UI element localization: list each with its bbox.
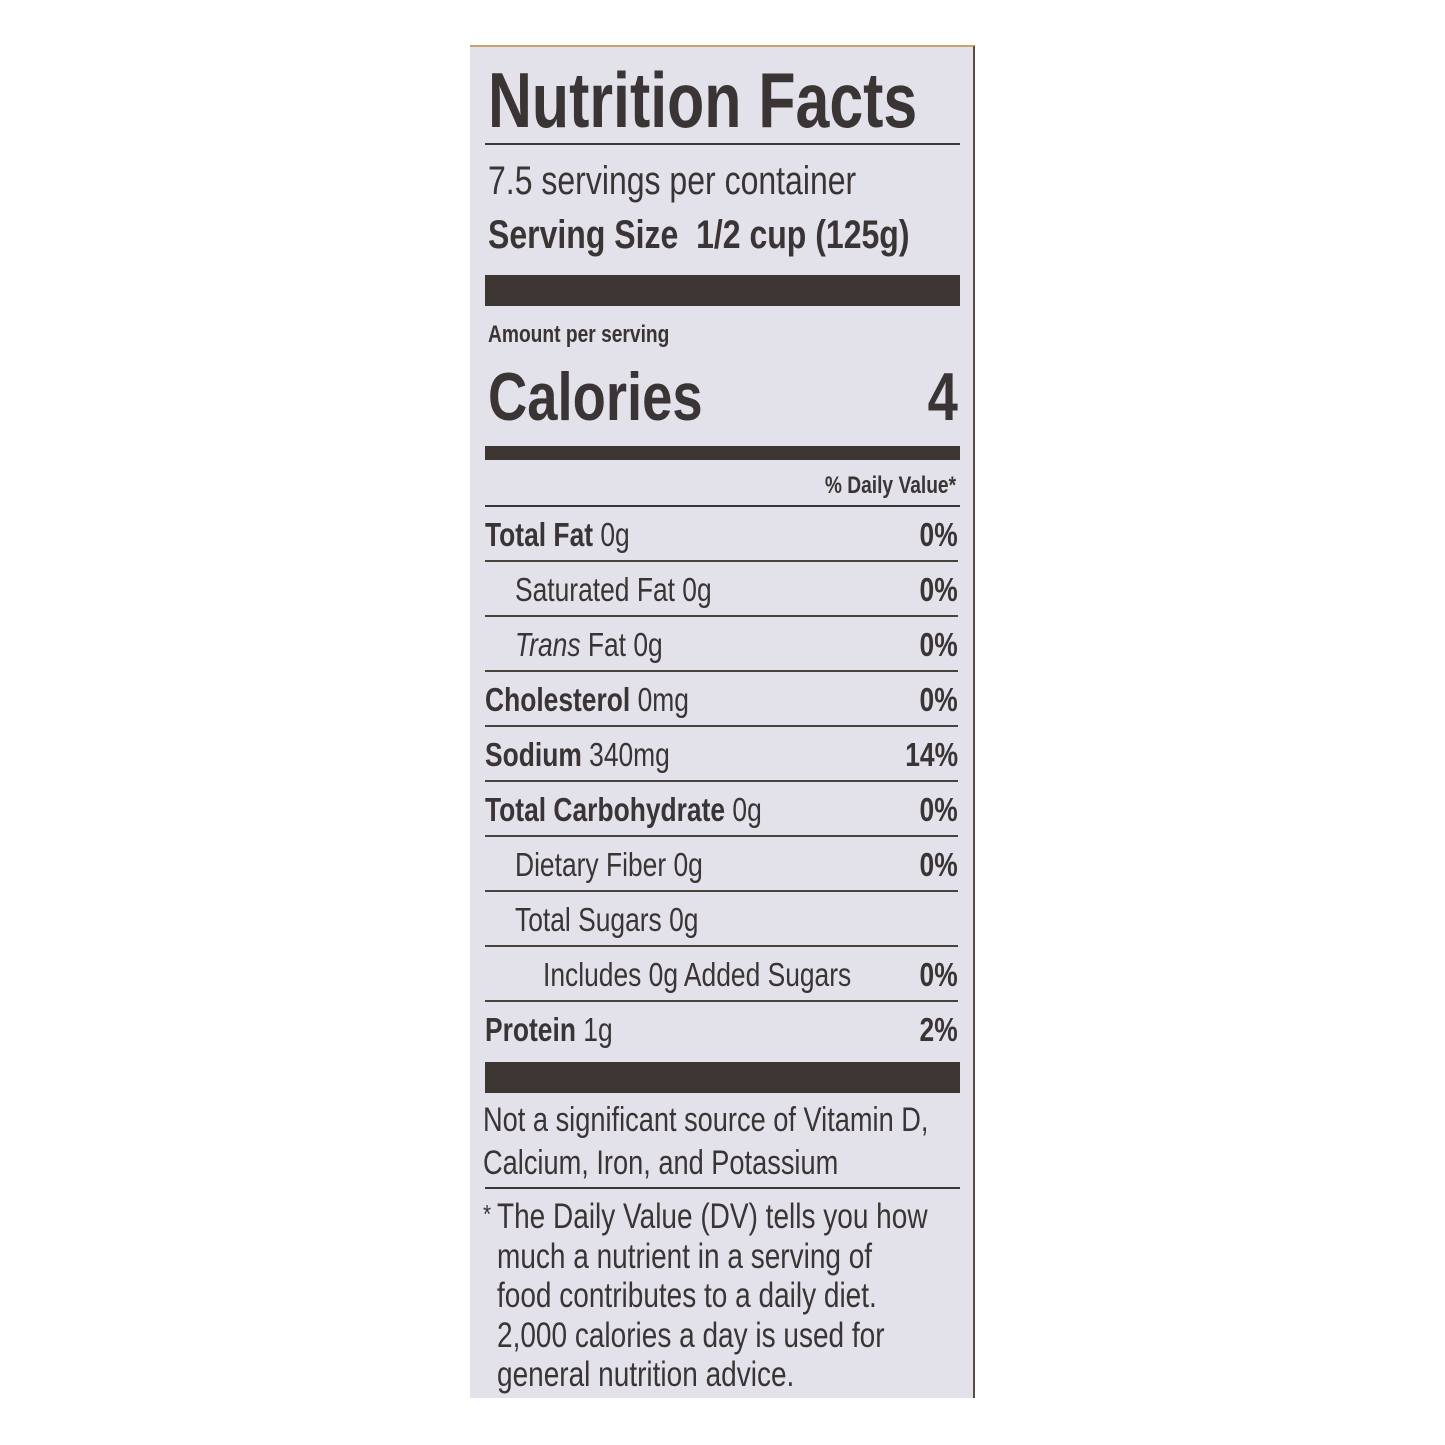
row-divider bbox=[485, 780, 958, 782]
footnote-asterisk: * bbox=[483, 1199, 492, 1229]
nutrient-daily-value: 0% bbox=[919, 790, 958, 828]
nutrient-name: Sodium 340mg bbox=[485, 735, 670, 773]
nutrient-amount: 0g bbox=[732, 790, 762, 828]
nutrient-row: Includes 0g Added Sugars 0% bbox=[485, 947, 958, 1002]
nutrient-amount: 1g bbox=[583, 1010, 613, 1048]
row-divider bbox=[485, 560, 958, 562]
calories-value: 4 bbox=[927, 359, 958, 435]
nutrient-amount: 0g bbox=[600, 515, 630, 553]
nutrient-label: Includes 0g Added Sugars bbox=[543, 955, 852, 993]
row-divider bbox=[485, 890, 958, 892]
nutrient-row: Sodium 340mg 14% bbox=[485, 727, 958, 782]
nutrient-name: Cholesterol 0mg bbox=[485, 680, 689, 718]
nutrient-name: Saturated Fat 0g bbox=[515, 570, 712, 608]
nutrient-amount: 0g bbox=[633, 625, 663, 663]
nutrient-daily-value: 0% bbox=[919, 845, 958, 883]
nutrient-label: Cholesterol bbox=[485, 680, 631, 718]
calories-label: Calories bbox=[488, 359, 703, 435]
thick-divider bbox=[485, 1062, 960, 1093]
nutrient-label: Total Sugars bbox=[515, 900, 662, 938]
nutrient-name: Includes 0g Added Sugars bbox=[543, 955, 852, 993]
row-divider bbox=[485, 835, 958, 837]
nutrient-daily-value: 14% bbox=[905, 735, 958, 773]
nutrition-facts-label: Nutrition Facts 7.5 servings per contain… bbox=[470, 45, 975, 1398]
nutrient-row: Total Carbohydrate 0g 0% bbox=[485, 782, 958, 837]
nutrient-daily-value: 2% bbox=[919, 1010, 958, 1048]
nutrient-amount: 0mg bbox=[637, 680, 689, 718]
divider bbox=[485, 1187, 960, 1189]
serving-size: Serving Size 1/2 cup (125g) bbox=[488, 213, 910, 257]
nutrient-name: Protein 1g bbox=[485, 1010, 613, 1048]
nutrient-label: Dietary Fiber bbox=[515, 845, 667, 883]
nutrient-label: Total Carbohydrate bbox=[485, 790, 726, 828]
row-divider bbox=[485, 1000, 958, 1002]
nutrient-name: Total Fat 0g bbox=[485, 515, 630, 553]
thick-divider bbox=[485, 275, 960, 306]
nutrient-amount: 340mg bbox=[589, 735, 670, 773]
nutrient-label-suffix: Fat bbox=[587, 625, 627, 663]
nutrient-label: Total Fat bbox=[485, 515, 594, 553]
nutrient-label: Sodium bbox=[485, 735, 582, 773]
nutrient-row: Total Fat 0g 0% bbox=[485, 507, 958, 562]
nutrient-name: Total Carbohydrate 0g bbox=[485, 790, 762, 828]
footnote-line: much a nutrient in a serving of bbox=[497, 1236, 873, 1276]
nutrient-daily-value: 0% bbox=[919, 625, 958, 663]
row-divider bbox=[485, 945, 958, 947]
footnote-line: 2,000 calories a day is used for bbox=[497, 1315, 885, 1355]
nutrient-row: Total Sugars 0g bbox=[485, 892, 958, 947]
serving-size-label: Serving Size bbox=[488, 213, 679, 257]
nutrient-row: Trans Fat 0g 0% bbox=[485, 617, 958, 672]
daily-value-header: % Daily Value* bbox=[824, 472, 956, 499]
footnote-line: The Daily Value (DV) tells you how bbox=[497, 1197, 928, 1236]
not-significant-line-1: Not a significant source of Vitamin D, bbox=[483, 1101, 929, 1139]
nutrient-row: Saturated Fat 0g 0% bbox=[485, 562, 958, 617]
nutrient-name: Trans Fat 0g bbox=[515, 625, 663, 663]
nutrient-row: Dietary Fiber 0g 0% bbox=[485, 837, 958, 892]
nutrient-label: Saturated Fat bbox=[515, 570, 675, 608]
nutrient-name: Total Sugars 0g bbox=[515, 900, 699, 938]
divider bbox=[485, 505, 960, 507]
row-divider bbox=[485, 725, 958, 727]
nutrient-amount: 0g bbox=[673, 845, 703, 883]
nutrient-label: Trans bbox=[515, 625, 581, 663]
nutrient-amount: 0g bbox=[669, 900, 699, 938]
serving-size-value: 1/2 cup (125g) bbox=[696, 213, 910, 257]
nutrient-amount: 0g bbox=[682, 570, 712, 608]
footnote-line: general nutrition advice. bbox=[497, 1355, 795, 1394]
divider bbox=[485, 143, 960, 145]
nutrient-row: Protein 1g 2% bbox=[485, 1002, 958, 1057]
nutrient-daily-value: 0% bbox=[919, 955, 958, 993]
nutrient-row: Cholesterol 0mg 0% bbox=[485, 672, 958, 727]
nutrient-label: Protein bbox=[485, 1010, 576, 1048]
medium-divider bbox=[485, 446, 960, 460]
not-significant-line-2: Calcium, Iron, and Potassium bbox=[483, 1144, 839, 1182]
label-title: Nutrition Facts bbox=[488, 56, 918, 144]
nutrient-daily-value: 0% bbox=[919, 570, 958, 608]
nutrient-daily-value: 0% bbox=[919, 515, 958, 553]
servings-per-container: 7.5 servings per container bbox=[488, 159, 857, 203]
nutrient-daily-value: 0% bbox=[919, 680, 958, 718]
row-divider bbox=[485, 615, 958, 617]
footnote-line: food contributes to a daily diet. bbox=[497, 1276, 877, 1315]
nutrient-name: Dietary Fiber 0g bbox=[515, 845, 703, 883]
amount-per-serving: Amount per serving bbox=[488, 321, 670, 348]
row-divider bbox=[485, 670, 958, 672]
